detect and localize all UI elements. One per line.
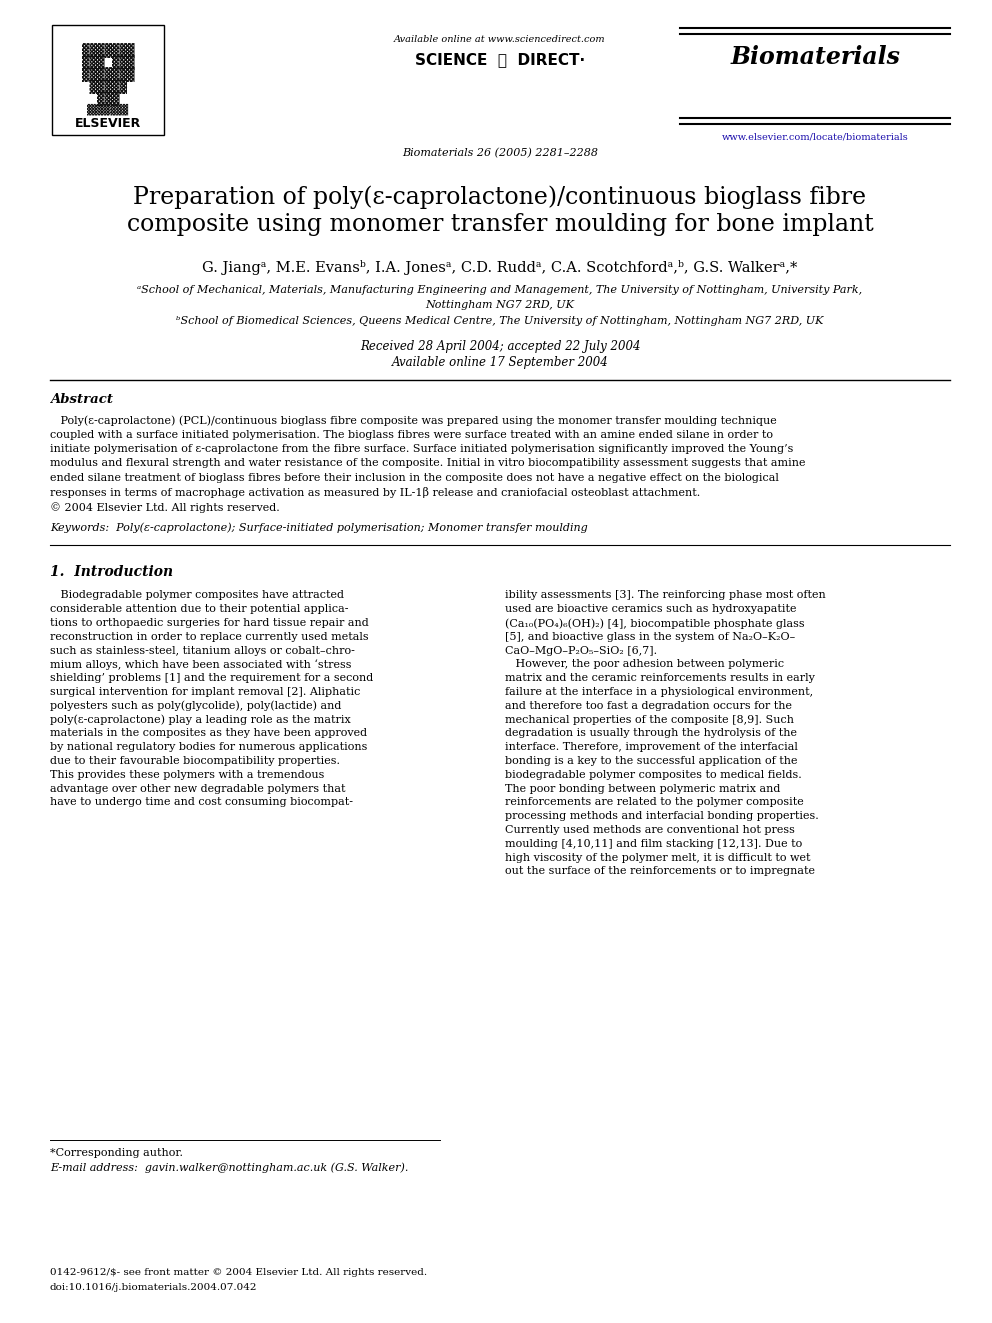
Text: ▓▓▓ ▓▓▓: ▓▓▓ ▓▓▓: [81, 56, 134, 70]
Text: www.elsevier.com/locate/biomaterials: www.elsevier.com/locate/biomaterials: [721, 132, 909, 142]
Text: high viscosity of the polymer melt, it is difficult to wet: high viscosity of the polymer melt, it i…: [505, 853, 810, 863]
Text: The poor bonding between polymeric matrix and: The poor bonding between polymeric matri…: [505, 783, 781, 794]
Text: used are bioactive ceramics such as hydroxyapatite: used are bioactive ceramics such as hydr…: [505, 605, 797, 614]
Bar: [52, 25, 164, 135]
Text: initiate polymerisation of ε-caprolactone from the fibre surface. Surface initia: initiate polymerisation of ε-caprolacton…: [50, 445, 794, 454]
Text: coupled with a surface initiated polymerisation. The bioglass fibres were surfac: coupled with a surface initiated polymer…: [50, 430, 773, 439]
Text: degradation is usually through the hydrolysis of the: degradation is usually through the hydro…: [505, 729, 797, 738]
Text: shielding’ problems [1] and the requirement for a second: shielding’ problems [1] and the requirem…: [50, 673, 373, 683]
Text: out the surface of the reinforcements or to impregnate: out the surface of the reinforcements or…: [505, 867, 815, 877]
Text: (Ca₁₀(PO₄)₆(OH)₂) [4], biocompatible phosphate glass: (Ca₁₀(PO₄)₆(OH)₂) [4], biocompatible pho…: [505, 618, 805, 628]
Text: Nottingham NG7 2RD, UK: Nottingham NG7 2RD, UK: [426, 300, 574, 310]
Text: *Corresponding author.: *Corresponding author.: [50, 1148, 183, 1158]
Text: E-mail address:  gavin.walker@nottingham.ac.uk (G.S. Walker).: E-mail address: gavin.walker@nottingham.…: [50, 1162, 409, 1172]
Text: 0142-9612/$- see front matter © 2004 Elsevier Ltd. All rights reserved.: 0142-9612/$- see front matter © 2004 Els…: [50, 1267, 428, 1277]
Text: failure at the interface in a physiological environment,: failure at the interface in a physiologi…: [505, 687, 813, 697]
Text: Keywords:  Poly(ε-caprolactone); Surface-initiated polymerisation; Monomer trans: Keywords: Poly(ε-caprolactone); Surface-…: [50, 523, 587, 533]
Text: Received 28 April 2004; accepted 22 July 2004: Received 28 April 2004; accepted 22 July…: [360, 340, 640, 353]
Text: ELSEVIER: ELSEVIER: [74, 116, 141, 130]
Text: ▓▓▓▓▓▓▓: ▓▓▓▓▓▓▓: [81, 44, 134, 58]
Text: doi:10.1016/j.biomaterials.2004.07.042: doi:10.1016/j.biomaterials.2004.07.042: [50, 1283, 258, 1293]
Text: modulus and flexural strength and water resistance of the composite. Initial in : modulus and flexural strength and water …: [50, 459, 806, 468]
Text: mechanical properties of the composite [8,9]. Such: mechanical properties of the composite […: [505, 714, 794, 725]
Text: Abstract: Abstract: [50, 393, 113, 406]
Text: poly(ε-caprolactone) play a leading role as the matrix: poly(ε-caprolactone) play a leading role…: [50, 714, 351, 725]
Text: ended silane treatment of bioglass fibres before their inclusion in the composit: ended silane treatment of bioglass fibre…: [50, 474, 779, 483]
Text: surgical intervention for implant removal [2]. Aliphatic: surgical intervention for implant remova…: [50, 687, 360, 697]
Text: G. Jiangᵃ, M.E. Evansᵇ, I.A. Jonesᵃ, C.D. Ruddᵃ, C.A. Scotchfordᵃ,ᵇ, G.S. Walker: G. Jiangᵃ, M.E. Evansᵇ, I.A. Jonesᵃ, C.D…: [202, 261, 798, 275]
Text: composite using monomer transfer moulding for bone implant: composite using monomer transfer mouldin…: [127, 213, 873, 235]
Text: ▓▓▓▓▓: ▓▓▓▓▓: [81, 79, 134, 94]
Text: reinforcements are related to the polymer composite: reinforcements are related to the polyme…: [505, 798, 804, 807]
Text: mium alloys, which have been associated with ‘stress: mium alloys, which have been associated …: [50, 659, 351, 671]
Text: Poly(ε-caprolactone) (PCL)/continuous bioglass fibre composite was prepared usin: Poly(ε-caprolactone) (PCL)/continuous bi…: [50, 415, 777, 426]
Text: polyesters such as poly(glycolide), poly(lactide) and: polyesters such as poly(glycolide), poly…: [50, 701, 341, 712]
Text: tions to orthopaedic surgeries for hard tissue repair and: tions to orthopaedic surgeries for hard …: [50, 618, 369, 628]
Text: moulding [4,10,11] and film stacking [12,13]. Due to: moulding [4,10,11] and film stacking [12…: [505, 839, 803, 849]
Text: [5], and bioactive glass in the system of Na₂O–K₂O–: [5], and bioactive glass in the system o…: [505, 632, 796, 642]
Text: © 2004 Elsevier Ltd. All rights reserved.: © 2004 Elsevier Ltd. All rights reserved…: [50, 501, 280, 513]
Text: This provides these polymers with a tremendous: This provides these polymers with a trem…: [50, 770, 324, 779]
Text: Biodegradable polymer composites have attracted: Biodegradable polymer composites have at…: [50, 590, 344, 601]
Text: ▓▓▓: ▓▓▓: [81, 91, 134, 106]
Text: biodegradable polymer composites to medical fields.: biodegradable polymer composites to medi…: [505, 770, 802, 779]
Text: considerable attention due to their potential applica-: considerable attention due to their pote…: [50, 605, 348, 614]
Text: SCIENCE  ⓓ  DIRECT·: SCIENCE ⓓ DIRECT·: [415, 52, 585, 67]
Text: by national regulatory bodies for numerous applications: by national regulatory bodies for numero…: [50, 742, 367, 753]
Text: Available online at www.sciencedirect.com: Available online at www.sciencedirect.co…: [394, 34, 606, 44]
Text: ᵃSchool of Mechanical, Materials, Manufacturing Engineering and Management, The : ᵃSchool of Mechanical, Materials, Manufa…: [138, 284, 863, 295]
Text: CaO–MgO–P₂O₅–SiO₂ [6,7].: CaO–MgO–P₂O₅–SiO₂ [6,7].: [505, 646, 657, 656]
Text: and therefore too fast a degradation occurs for the: and therefore too fast a degradation occ…: [505, 701, 792, 710]
Text: processing methods and interfacial bonding properties.: processing methods and interfacial bondi…: [505, 811, 818, 822]
Text: ᵇSchool of Biomedical Sciences, Queens Medical Centre, The University of Notting: ᵇSchool of Biomedical Sciences, Queens M…: [177, 316, 823, 325]
Text: due to their favourable biocompatibility properties.: due to their favourable biocompatibility…: [50, 757, 340, 766]
Text: Biomaterials 26 (2005) 2281–2288: Biomaterials 26 (2005) 2281–2288: [402, 148, 598, 159]
Text: Preparation of poly(ε-caprolactone)/continuous bioglass fibre: Preparation of poly(ε-caprolactone)/cont…: [134, 185, 867, 209]
Text: Currently used methods are conventional hot press: Currently used methods are conventional …: [505, 826, 795, 835]
Text: advantage over other new degradable polymers that: advantage over other new degradable poly…: [50, 783, 345, 794]
Text: bonding is a key to the successful application of the: bonding is a key to the successful appli…: [505, 757, 798, 766]
Text: However, the poor adhesion between polymeric: However, the poor adhesion between polym…: [505, 659, 784, 669]
Text: interface. Therefore, improvement of the interfacial: interface. Therefore, improvement of the…: [505, 742, 798, 753]
Text: ibility assessments [3]. The reinforcing phase most often: ibility assessments [3]. The reinforcing…: [505, 590, 825, 601]
Text: materials in the composites as they have been approved: materials in the composites as they have…: [50, 729, 367, 738]
Text: ▓▓▓▓▓▓▓: ▓▓▓▓▓▓▓: [87, 103, 129, 115]
Text: such as stainless-steel, titanium alloys or cobalt–chro-: such as stainless-steel, titanium alloys…: [50, 646, 355, 656]
Text: 1.  Introduction: 1. Introduction: [50, 565, 174, 578]
Text: have to undergo time and cost consuming biocompat-: have to undergo time and cost consuming …: [50, 798, 353, 807]
Text: ▓▓▓▓▓▓▓: ▓▓▓▓▓▓▓: [81, 67, 134, 82]
Text: reconstruction in order to replace currently used metals: reconstruction in order to replace curre…: [50, 632, 369, 642]
Text: matrix and the ceramic reinforcements results in early: matrix and the ceramic reinforcements re…: [505, 673, 814, 683]
Text: Available online 17 September 2004: Available online 17 September 2004: [392, 356, 608, 369]
Text: Biomaterials: Biomaterials: [730, 45, 900, 69]
Text: responses in terms of macrophage activation as measured by IL-1β release and cra: responses in terms of macrophage activat…: [50, 487, 700, 499]
